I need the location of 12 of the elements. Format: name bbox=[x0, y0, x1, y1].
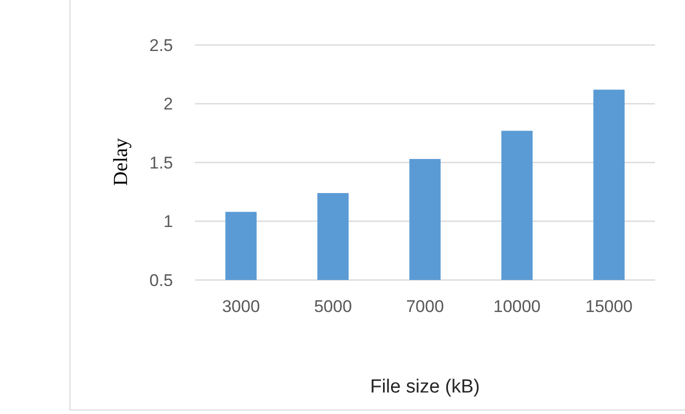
y-tick-label: 1.5 bbox=[149, 153, 173, 172]
x-tick-label: 3000 bbox=[222, 296, 260, 316]
y-axis-title: Delay bbox=[110, 138, 132, 186]
x-axis-title: File size (kB) bbox=[370, 376, 480, 398]
y-tick-label: 0.5 bbox=[149, 270, 173, 290]
y-tick-label: 2.5 bbox=[149, 36, 173, 55]
x-tick-label: 15000 bbox=[585, 296, 633, 316]
y-tick-label: 2 bbox=[164, 94, 173, 114]
x-tick-label: 7000 bbox=[406, 296, 444, 316]
x-tick-label: 10000 bbox=[493, 296, 541, 316]
x-tick-label: 5000 bbox=[314, 296, 352, 316]
y-tick-label: 1 bbox=[164, 212, 173, 232]
